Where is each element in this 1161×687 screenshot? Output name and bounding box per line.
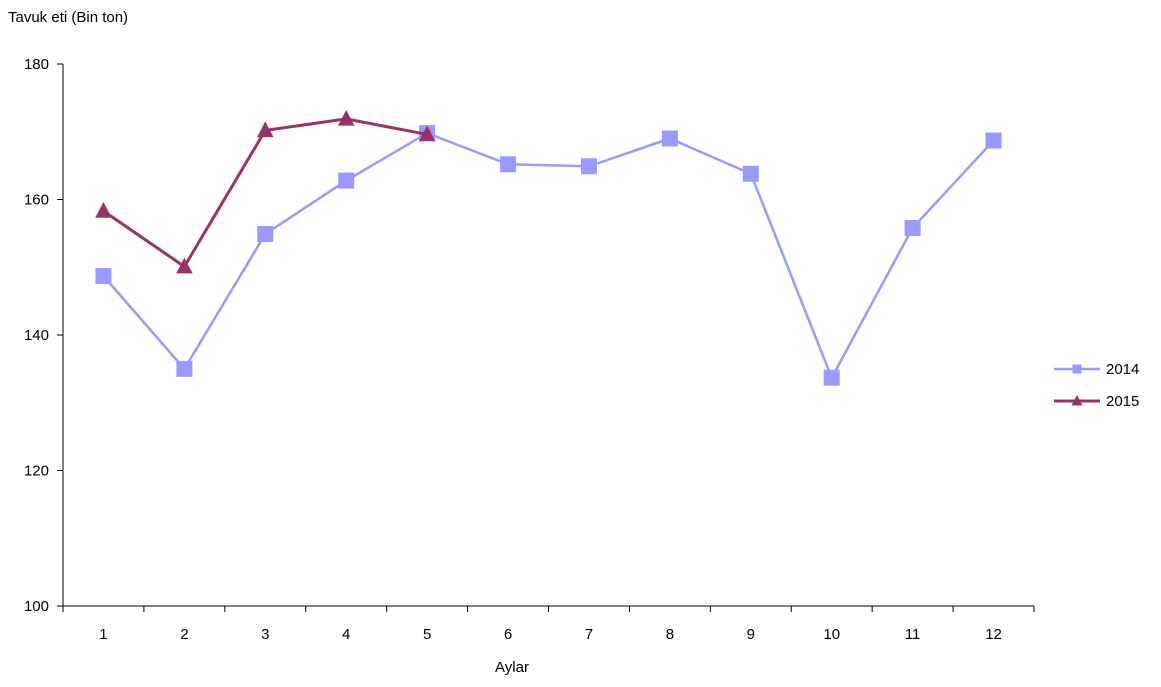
series-line [102, 117, 428, 269]
data-point [500, 156, 517, 173]
data-point [257, 121, 274, 138]
series-2014 [95, 125, 1002, 386]
legend-label: 2015 [1106, 393, 1139, 410]
x-tick-label: 6 [504, 626, 512, 643]
x-tick-label: 7 [585, 626, 593, 643]
x-tick-label: 1 [99, 626, 107, 643]
data-point [742, 165, 759, 182]
x-tick-label: 9 [747, 626, 755, 643]
y-tick-label: 120 [24, 463, 49, 480]
x-tick-label: 2 [180, 626, 188, 643]
data-point [176, 360, 193, 377]
data-point [257, 226, 274, 243]
y-tick-label: 100 [24, 598, 49, 615]
x-tick-label: 5 [423, 626, 431, 643]
data-point [338, 172, 355, 189]
legend-swatch-marker [1071, 395, 1083, 406]
legend-label: 2014 [1106, 361, 1139, 378]
y-tick-label: 140 [24, 327, 49, 344]
x-tick-label: 11 [905, 626, 921, 643]
legend: 2014 2015 [1054, 361, 1139, 410]
data-point [337, 109, 355, 126]
series-2015 [95, 109, 436, 274]
x-tick-label: 4 [342, 626, 350, 643]
x-tick-label: 8 [666, 626, 674, 643]
y-tick-label: 180 [24, 56, 49, 73]
data-point [661, 130, 678, 147]
axes [62, 64, 1034, 607]
data-point [95, 202, 112, 218]
legend-item-2014: 2014 [1054, 361, 1139, 378]
y-axis-title: Tavuk eti (Bin ton) [8, 9, 128, 26]
x-tick-label: 10 [823, 626, 840, 643]
data-point [823, 369, 840, 386]
data-point [985, 132, 1002, 149]
x-tick-label: 3 [261, 626, 269, 643]
data-point [176, 257, 193, 274]
data-point [580, 158, 597, 175]
data-point [418, 125, 436, 142]
legend-swatch-marker [1072, 364, 1082, 374]
x-axis-title: Aylar [495, 659, 529, 676]
series-line [102, 131, 995, 381]
data-point [904, 219, 921, 236]
legend-item-2015: 2015 [1054, 393, 1139, 410]
x-tick-label: 12 [985, 626, 1002, 643]
y-tick-label: 160 [24, 192, 49, 209]
data-point [95, 268, 112, 285]
